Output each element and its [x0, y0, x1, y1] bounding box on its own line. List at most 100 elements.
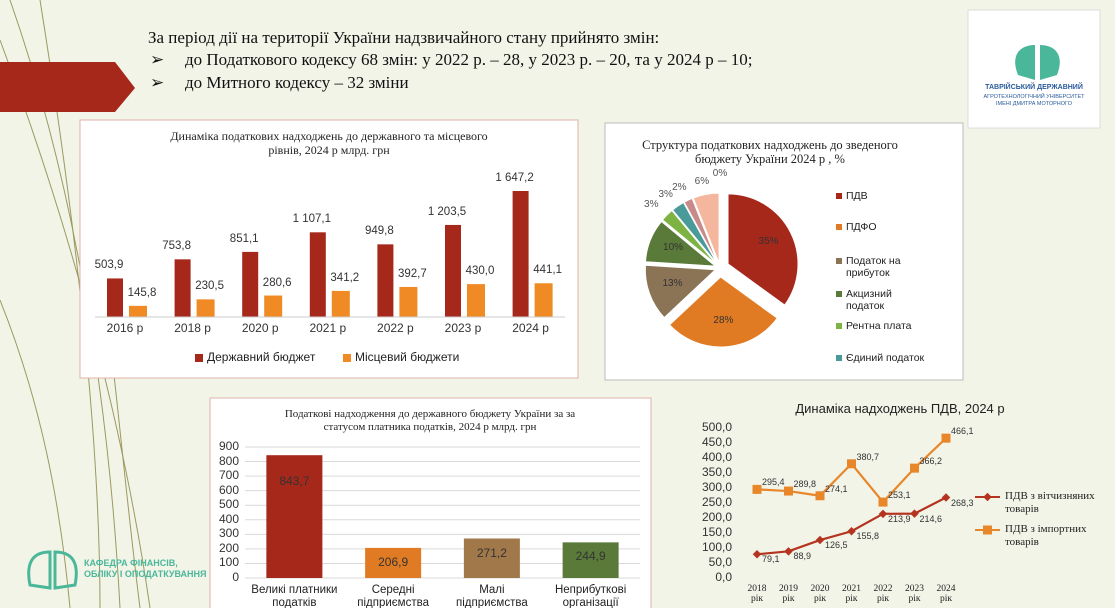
- pie-slice: [644, 264, 717, 319]
- bar: [463, 538, 520, 578]
- marker: [752, 484, 762, 494]
- marker: [752, 550, 762, 559]
- dept-line: ОБЛІКУ І ОПОДАТКУВАННЯ: [84, 569, 207, 579]
- data-label: 155,8: [856, 531, 880, 542]
- data-label: 503,9: [94, 259, 124, 272]
- bar: [242, 251, 259, 317]
- bullet-icon: ➢: [150, 73, 165, 92]
- x-tick-label: 2016 р: [106, 321, 144, 335]
- dept-icon: [27, 550, 78, 590]
- y-tick-label: 500: [218, 497, 239, 512]
- x-tick-label: 2024 рік: [936, 584, 956, 604]
- y-tick-label: 600: [218, 482, 239, 497]
- y-tick-label: 300: [218, 526, 239, 541]
- data-label: 753,8: [162, 240, 191, 253]
- logo-line: АГРОТЕХНОЛОГІЧНИЙ УНІВЕРСИТЕТ: [983, 94, 1085, 100]
- marker: [847, 459, 856, 469]
- bar: [467, 284, 485, 317]
- legend-label: Податок на прибуток: [846, 255, 901, 280]
- x-tick-label: Неприбуткові організації: [554, 584, 627, 608]
- x-tick-label: 2021 рік: [842, 584, 861, 604]
- data-label: 6%: [694, 175, 710, 187]
- bar: [264, 295, 283, 317]
- y-tick-label: 200: [218, 540, 239, 555]
- data-label: 295,4: [762, 477, 785, 488]
- pie-slice: [661, 209, 717, 265]
- logo-icon: [1015, 45, 1060, 80]
- bar: [562, 542, 619, 578]
- marker: [910, 509, 919, 518]
- x-tick-label: 2023 р: [444, 321, 482, 335]
- data-label: 289,8: [793, 479, 817, 490]
- y-tick-label: 0,0: [715, 570, 732, 584]
- y-tick-label: 0: [232, 570, 239, 584]
- legend-swatch: [836, 224, 842, 230]
- data-label: 13%: [662, 278, 683, 290]
- bar: [309, 232, 326, 317]
- legend-label: Акцизний податок: [846, 288, 892, 313]
- y-tick-label: 400,0: [701, 450, 732, 464]
- marker: [941, 493, 951, 502]
- bar: [399, 286, 418, 317]
- bar: [377, 244, 394, 317]
- data-label: 851,1: [229, 232, 259, 245]
- bar: [365, 547, 422, 578]
- data-label: 1 203,5: [427, 205, 467, 218]
- legend-swatch: [836, 258, 842, 264]
- legend-swatch: [836, 355, 842, 361]
- marker: [910, 463, 919, 473]
- y-tick-label: 350,0: [701, 465, 732, 479]
- marker: [815, 535, 825, 545]
- data-label: 253,1: [888, 490, 911, 501]
- legend-swatch: [836, 291, 842, 297]
- y-tick-label: 250,0: [701, 495, 732, 509]
- legend-label: Місцевий бюджети: [355, 350, 460, 364]
- bar: [196, 299, 215, 317]
- data-label: 843,7: [279, 474, 310, 489]
- x-tick-label: 2018 рік: [747, 584, 767, 604]
- data-label: 10%: [663, 242, 684, 254]
- bar: [129, 305, 147, 317]
- logo-line: ТАВРІЙСЬКИЙ ДЕРЖАВНИЙ: [985, 84, 1083, 91]
- bar: [512, 191, 529, 317]
- data-label: 441,1: [533, 264, 562, 277]
- y-tick-label: 50,0: [708, 555, 732, 569]
- bar: [445, 224, 461, 317]
- bar: [331, 290, 350, 317]
- data-label: 79,1: [762, 554, 780, 565]
- data-label: 380,7: [856, 451, 880, 462]
- legend-label: ПДВ: [846, 190, 868, 202]
- x-tick-label: 2020 рік: [810, 584, 830, 604]
- legend-swatch: [343, 354, 351, 362]
- data-label: 341,2: [330, 271, 360, 284]
- chart-title: Податкові надходження до державного бюдж…: [284, 408, 576, 433]
- y-tick-label: 900: [218, 439, 239, 453]
- y-tick-label: 200,0: [701, 510, 732, 524]
- bar: [107, 278, 123, 317]
- bar: [174, 259, 191, 317]
- header-bullet: до Митного кодексу – 32 зміни: [185, 73, 409, 92]
- pie-slice: [668, 276, 778, 348]
- y-tick-label: 450,0: [701, 435, 732, 449]
- chart-frame: [79, 119, 579, 379]
- data-label: 949,8: [365, 225, 394, 238]
- x-tick-label: 2020 р: [241, 321, 279, 335]
- data-label: 213,9: [888, 513, 911, 524]
- legend-label: ПДФО: [846, 221, 877, 233]
- marker: [815, 491, 825, 501]
- marker: [878, 497, 888, 507]
- legend-swatch: [195, 354, 203, 362]
- marker: [847, 527, 856, 536]
- pie-slice: [671, 201, 718, 265]
- data-label: 206,9: [378, 554, 409, 569]
- logo-line: ІМЕНІ ДМИТРА МОТОРНОГО: [995, 101, 1073, 107]
- legend-marker: [983, 525, 992, 535]
- dept-line: КАФЕДРА ФІНАНСІВ,: [84, 558, 178, 568]
- bar: [266, 455, 323, 578]
- data-label: 366,2: [919, 456, 943, 467]
- legend-label: Державний бюджет: [207, 350, 316, 364]
- chart-title: Динаміка надходжень ПДВ, 2024 р: [795, 401, 1005, 416]
- bullet-icon: ➢: [150, 50, 165, 69]
